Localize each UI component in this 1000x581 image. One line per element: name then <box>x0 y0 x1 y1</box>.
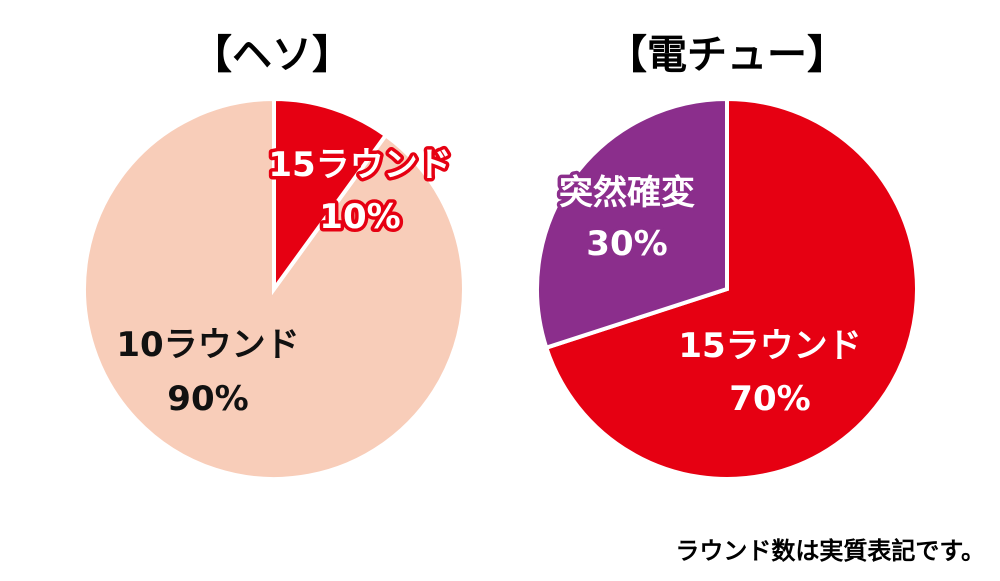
pie-heso-label-10-round: 10ラウンド <box>116 325 299 365</box>
pie-heso-title: 【ヘソ】 <box>192 32 352 78</box>
pie-heso-pct-10-round: 90% <box>167 379 248 419</box>
pie-denchu-title: 【電チュー】 <box>607 32 847 78</box>
pie-denchu-pct-kakuhen: 30% <box>586 224 667 264</box>
pie-heso: 【ヘソ】 15ラウンド 10% 10ラウンド 90% <box>82 32 466 481</box>
pie-denchu-slice-15-round <box>543 96 919 481</box>
pie-denchu-label-kakuhen: 突然確変 <box>559 173 695 213</box>
pie-denchu-pct-15-round: 70% <box>729 379 810 419</box>
footnote: ラウンド数は実質表記です。 <box>675 537 985 565</box>
pie-heso-label-15-round: 15ラウンド <box>268 145 451 185</box>
pie-heso-pct-15-round: 10% <box>319 197 400 237</box>
pie-heso-slice-15-round <box>272 96 389 296</box>
pie-denchu-label-15-round: 15ラウンド <box>678 326 861 366</box>
pie-denchu: 【電チュー】 突然確変 30% 15ラウンド 70% <box>535 32 919 481</box>
pie-denchu-slice-kakuhen <box>535 96 729 351</box>
